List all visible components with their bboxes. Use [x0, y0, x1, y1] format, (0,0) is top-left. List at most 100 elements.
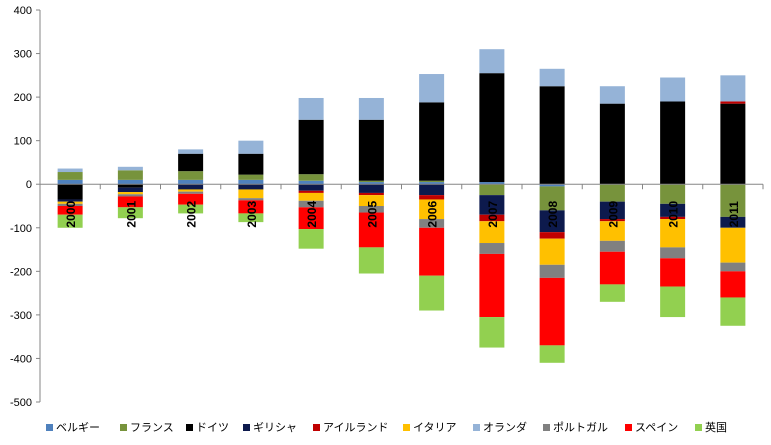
legend-swatch: [473, 424, 480, 431]
category-labels: 2000 2001 2002 2003 2004 2005 2006 2007 2008 2009…: [64, 201, 741, 228]
bar-segment: [660, 216, 686, 220]
bar-segment: [298, 229, 324, 249]
bar-segment: [57, 168, 83, 173]
bar-segment: [539, 186, 565, 211]
bar-segment: [298, 174, 324, 181]
bar-segment: [298, 119, 324, 175]
bar-segment: [599, 240, 625, 252]
bar-segment: [117, 187, 143, 193]
bar-segment: [419, 74, 445, 103]
bar-segment: [660, 247, 686, 259]
bar-segment: [57, 184, 83, 200]
y-tick-label: 200: [14, 92, 32, 104]
bar-segment: [660, 184, 686, 204]
bar-segment: [238, 140, 264, 154]
category-label: 2000: [64, 201, 78, 228]
bar-segment: [358, 192, 384, 196]
bar-segment: [479, 49, 505, 74]
bar-segment: [479, 253, 505, 318]
bar-segment: [539, 264, 565, 278]
bar-segment: [238, 189, 264, 199]
legend-label: ベルギー: [56, 421, 100, 434]
bar-segment: [238, 198, 264, 201]
bar-segment: [358, 119, 384, 181]
bar-segment: [539, 345, 565, 363]
legend-label: ポルトガル: [553, 421, 608, 434]
y-axis: 400 300 200 100 0 -100 -200 -300 -400 -500: [10, 5, 41, 409]
category-label: 2002: [185, 201, 199, 228]
bar-segment: [479, 317, 505, 348]
bar-segment: [419, 195, 445, 200]
bar-segment: [419, 227, 445, 276]
bar-segment: [238, 179, 264, 185]
bar-segment: [57, 172, 83, 180]
bar-segment: [57, 203, 83, 206]
y-tick-label: -400: [10, 353, 32, 365]
bar-segment: [720, 227, 746, 263]
bar-segment: [539, 232, 565, 239]
bar-segment: [358, 184, 384, 193]
bar-segment: [298, 184, 324, 191]
legend-label: イタリア: [413, 421, 457, 434]
legend-label: フランス: [130, 421, 174, 434]
bar-segment: [419, 219, 445, 228]
legend-swatch: [313, 424, 320, 431]
bar-segment: [660, 286, 686, 318]
bar-segment: [238, 153, 264, 175]
legend-swatch: [243, 424, 250, 431]
bar-segment: [178, 191, 204, 194]
y-tick-label: 400: [14, 5, 32, 17]
bar-segment: [358, 97, 384, 120]
bar-segment: [57, 214, 83, 228]
bar-segment: [117, 184, 143, 188]
bar-segment: [298, 207, 324, 230]
bar-segment: [419, 275, 445, 311]
bar-segment: [238, 213, 264, 223]
bar-segment: [539, 277, 565, 346]
bar-segment: [178, 184, 204, 190]
bar-segment: [298, 200, 324, 208]
legend-swatch: [403, 424, 410, 431]
bar-segment: [720, 184, 746, 217]
bar-segment: [720, 101, 746, 104]
category-label: 2008: [546, 201, 560, 228]
bar-segment: [539, 68, 565, 87]
y-tick-label: -200: [10, 266, 32, 278]
bar-segment: [599, 184, 625, 202]
bar-segment: [660, 101, 686, 185]
legend-label: ドイツ: [196, 421, 229, 434]
bar-segment: [298, 192, 324, 201]
bars: [57, 49, 746, 363]
bar-segment: [539, 210, 565, 233]
bar-segment: [599, 201, 625, 220]
bar-segment: [599, 221, 625, 241]
x-axis: [39, 183, 764, 190]
category-label: 2005: [365, 201, 379, 228]
bar-segment: [117, 207, 143, 219]
bar-segment: [178, 204, 204, 214]
bar-segment: [358, 180, 384, 183]
legend-label: アイルランド: [323, 421, 388, 434]
bar-segment: [238, 184, 264, 190]
bar-segment: [178, 171, 204, 180]
bar-segment: [117, 194, 143, 197]
bar-segment: [660, 77, 686, 102]
bar-segment: [238, 174, 264, 180]
bar-segment: [479, 73, 505, 183]
legend-swatch: [625, 424, 632, 431]
y-tick-label: 300: [14, 49, 32, 61]
legend: ベルギー フランス ドイツ ギリシャ アイルランド イタリア オランダ ポルトガル スペイン 英国: [46, 420, 727, 434]
bar-segment: [539, 184, 565, 187]
bar-segment: [117, 170, 143, 180]
category-label: 2009: [606, 201, 620, 228]
bar-segment: [479, 243, 505, 254]
bar-segment: [720, 271, 746, 298]
bar-segment: [479, 221, 505, 244]
legend-swatch: [186, 424, 193, 431]
legend-swatch: [120, 424, 127, 431]
legend-label: スペイン: [635, 421, 678, 434]
bar-segment: [57, 199, 83, 202]
bar-segment: [117, 196, 143, 208]
bar-segment: [720, 216, 746, 228]
bar-segment: [660, 203, 686, 217]
